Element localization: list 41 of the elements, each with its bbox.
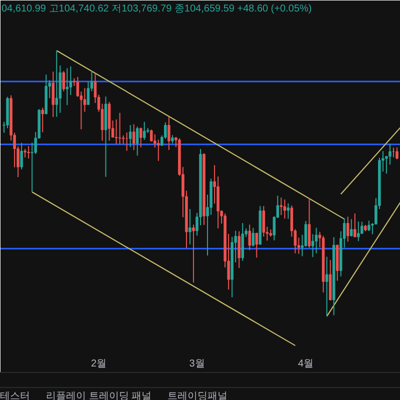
text: 04,610.99 고104,740.62 저103,769.79 종104,659.59 +48.60 (+0.05%)	[2, 4, 312, 14]
x-tick-label: 3월	[189, 358, 205, 370]
candlestick	[368, 220, 370, 232]
candlestick	[255, 232, 258, 258]
candlestick	[308, 197, 311, 248]
candlestick	[248, 224, 252, 251]
candlestick	[114, 118, 118, 145]
candlestick	[238, 230, 240, 268]
candlestick	[118, 112, 122, 145]
candlestick	[280, 197, 283, 216]
candlestick	[192, 224, 195, 284]
candlestick	[357, 220, 360, 242]
candlestick	[20, 142, 23, 170]
candlestick	[188, 208, 192, 245]
x-tick-label: 2월	[90, 358, 107, 370]
candlestick	[241, 222, 244, 262]
candlestick	[66, 68, 69, 106]
candlestick	[396, 146, 398, 160]
candlestick	[52, 71, 55, 118]
candlestick	[346, 216, 350, 242]
candlestick	[354, 213, 356, 238]
candlestick	[388, 143, 392, 166]
candlestick	[132, 124, 136, 151]
candlestick	[83, 88, 86, 112]
candlestick	[286, 202, 290, 220]
candlestick	[55, 50, 58, 118]
candlestick	[41, 107, 44, 133]
candlestick	[325, 256, 328, 317]
candlestick	[252, 227, 255, 247]
candlestick	[128, 124, 132, 148]
x-tick-label: 4월	[298, 358, 314, 370]
candlestick	[139, 127, 142, 148]
candlestick	[314, 227, 318, 254]
candlestick	[136, 126, 139, 156]
candlestick	[27, 146, 30, 160]
candlestick	[168, 116, 170, 151]
candlestick	[142, 121, 146, 140]
candlestick	[62, 70, 66, 92]
candlestick	[350, 218, 353, 237]
candlestick	[69, 66, 72, 96]
candlestick	[262, 206, 266, 238]
